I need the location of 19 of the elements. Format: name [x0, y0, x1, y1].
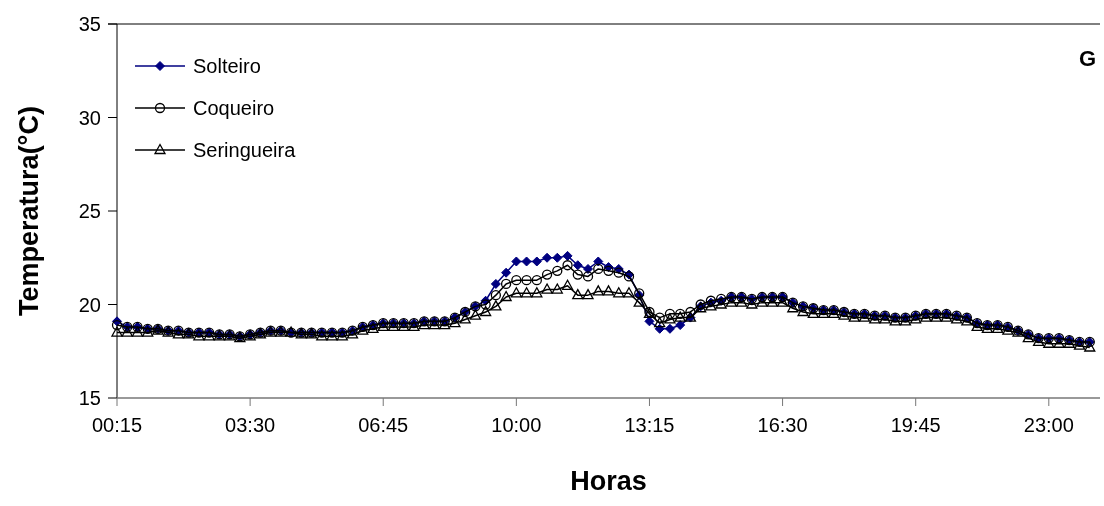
annotation: G — [1078, 46, 1096, 71]
x-tick-label: 16:30 — [757, 414, 808, 436]
y-tick-label: 30 — [78, 106, 101, 129]
y-tick-label: 35 — [78, 13, 101, 35]
x-tick-label: 23:00 — [1023, 414, 1074, 436]
legend-label: Solteiro — [193, 55, 261, 77]
legend-label: Coqueiro — [193, 97, 275, 119]
x-axis-title: Horas — [570, 466, 647, 496]
x-tick-label: 00:15 — [91, 414, 143, 436]
y-tick-label: 15 — [78, 387, 101, 409]
y-axis-title: Temperatura(°C) — [14, 106, 44, 316]
y-tick-label: 20 — [78, 293, 101, 316]
x-tick-label: 13:15 — [624, 414, 675, 436]
x-tick-label: 19:45 — [890, 414, 941, 436]
legend-label: Seringueira — [193, 139, 297, 161]
y-tick-label: 25 — [78, 200, 101, 222]
x-tick-label: 10:00 — [491, 414, 542, 436]
x-tick-label: 03:30 — [225, 414, 276, 436]
x-tick-label: 06:45 — [358, 414, 409, 436]
